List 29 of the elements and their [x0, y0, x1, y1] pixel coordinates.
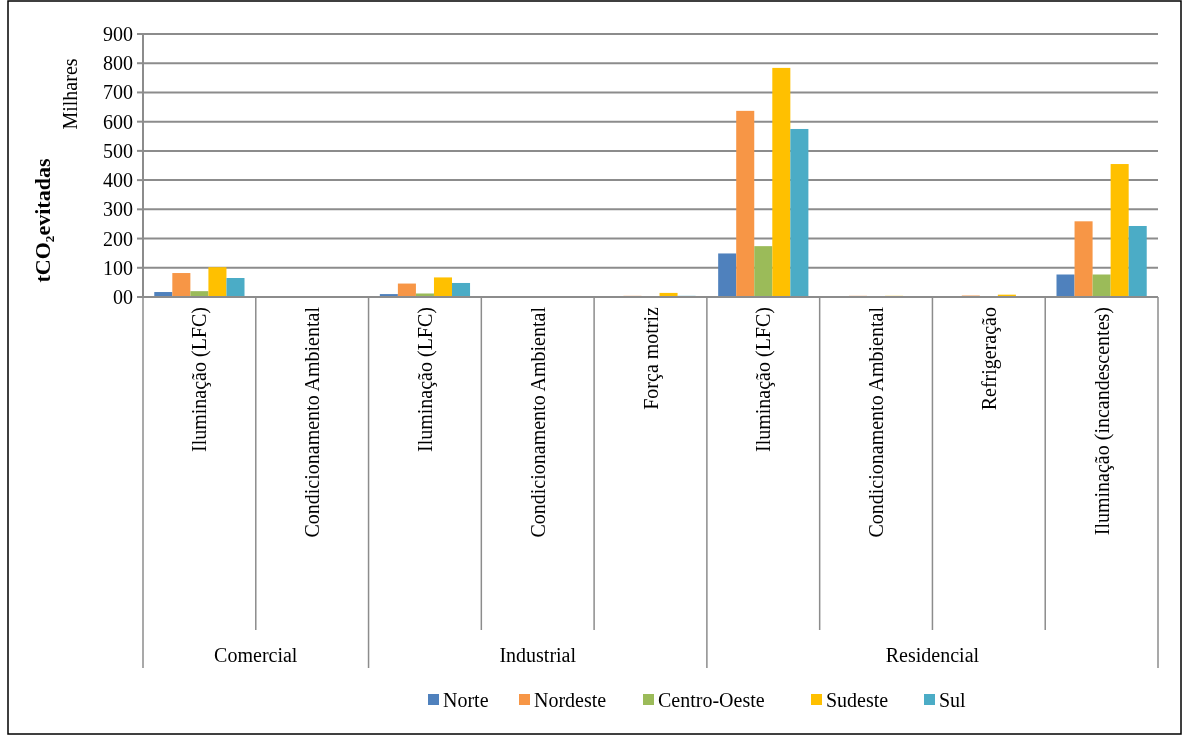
legend-label: Nordeste — [534, 689, 607, 711]
x-tick-label: Iluminação (LFC) — [752, 307, 776, 452]
y-tick-label: 900 — [103, 23, 133, 45]
legend-label: Sul — [939, 689, 967, 711]
y-tick-label: 700 — [103, 81, 133, 104]
x-tick-label: Iluminação (LFC) — [413, 307, 437, 452]
x-tick-label: Condicionamento Ambiental — [526, 306, 549, 538]
y-tick-label: 100 — [103, 256, 133, 279]
x-tick-label: Iluminação (LFC) — [188, 307, 212, 452]
text: Milhares — [59, 58, 81, 130]
x-tick-label: Condicionamento Ambiental — [865, 306, 888, 538]
y-tick-label: 400 — [103, 169, 133, 192]
text: Residencial — [885, 644, 980, 666]
x-tick-label: Refrigeração — [977, 307, 1001, 411]
x-tick-label: Iluminação (incandescentes) — [1090, 307, 1114, 536]
y-tick-label: 00 — [113, 286, 133, 308]
text: Comercial — [214, 644, 298, 666]
legend-label: Norte — [443, 689, 489, 711]
y-tick-label: 300 — [103, 198, 133, 221]
legend-label: Sudeste — [826, 689, 889, 711]
text: Industrial — [499, 644, 577, 666]
y-tick-label: 200 — [103, 227, 133, 250]
x-tick-label: Força motriz — [639, 306, 663, 410]
y-tick-label: 500 — [103, 139, 133, 162]
x-tick-label: Condicionamento Ambiental — [301, 306, 324, 538]
y-tick-label: 600 — [103, 110, 133, 133]
y-tick-label: 800 — [103, 52, 133, 75]
y-axis-title: tCO₂evitadas — [29, 158, 55, 283]
legend-label: Centro-Oeste — [658, 689, 765, 711]
